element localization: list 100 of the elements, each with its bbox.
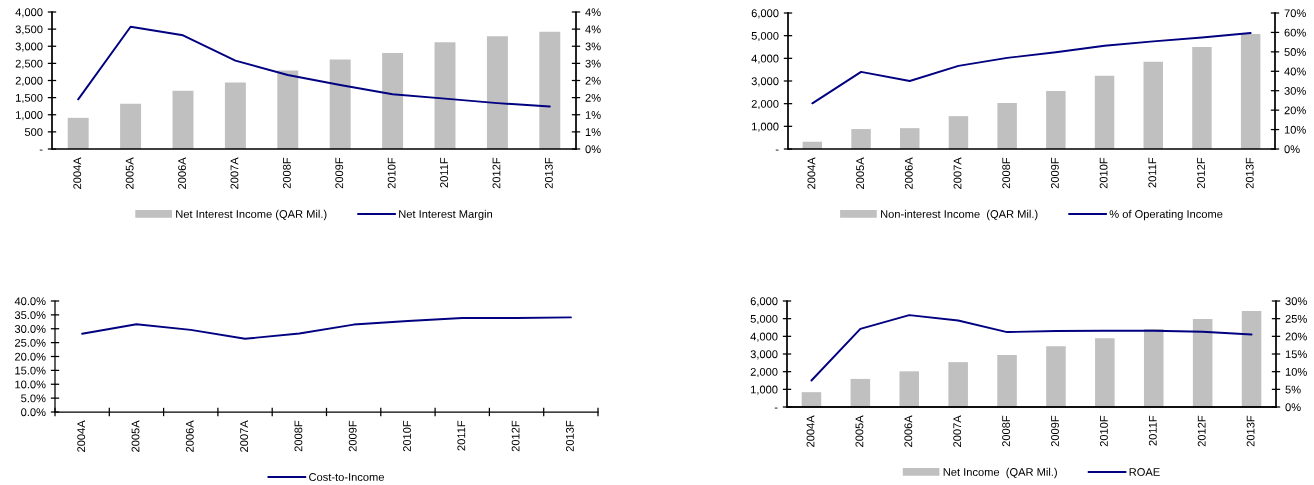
y-tick-label: - bbox=[39, 149, 43, 151]
x-tick-label: 2010F bbox=[1099, 157, 1108, 189]
bar bbox=[172, 90, 194, 149]
x-tick-label: 2009F bbox=[335, 157, 344, 189]
bar bbox=[1094, 75, 1115, 149]
x-tick-label: 2013F bbox=[544, 157, 553, 189]
legend-label: Cost-to-Income bbox=[309, 473, 384, 481]
x-tick-label: 2005A bbox=[855, 415, 864, 447]
line-series bbox=[77, 25, 551, 108]
x-tick-label: 2009F bbox=[1050, 157, 1059, 189]
y-tick-label: 2,500 bbox=[15, 59, 43, 69]
y-tick-label: 2,000 bbox=[15, 76, 43, 86]
bar bbox=[1143, 61, 1163, 149]
x-tick-label: 2011F bbox=[1148, 415, 1157, 446]
x-tick-label: 2007A bbox=[240, 420, 249, 452]
bar bbox=[948, 362, 968, 407]
y2-tick-label: 20% bbox=[1285, 332, 1307, 341]
y-tick-label: - bbox=[774, 407, 778, 409]
legend-label: Net Income (QAR Mil.) bbox=[943, 467, 1057, 479]
bar bbox=[539, 31, 561, 149]
bar bbox=[277, 70, 299, 149]
x-tick-label: 2005A bbox=[131, 420, 140, 452]
x-tick-label: 2009F bbox=[348, 420, 357, 452]
y-tick-label: 6,000 bbox=[751, 9, 779, 19]
y-tick-label: 5.0% bbox=[21, 394, 46, 403]
y-tick-label: 35.0% bbox=[14, 311, 46, 320]
y-tick-label: 5,000 bbox=[751, 31, 779, 42]
x-tick-label: 2008F bbox=[1002, 157, 1011, 189]
bar bbox=[67, 117, 89, 149]
y-tick-label: - bbox=[775, 149, 779, 151]
x-tick-label: 2005A bbox=[856, 157, 865, 189]
y-tick-label: 15.0% bbox=[15, 366, 46, 375]
x-tick-label: 2006A bbox=[904, 415, 913, 447]
bar bbox=[120, 103, 142, 149]
bar bbox=[1046, 346, 1066, 407]
x-tick-label: 2004A bbox=[806, 415, 815, 447]
x-tick-label: 2013F bbox=[1246, 415, 1255, 447]
y-tick-label: 3,500 bbox=[15, 25, 43, 35]
bar bbox=[1046, 90, 1066, 149]
y2-tick-label: 4% bbox=[585, 25, 601, 34]
y2-tick-label: 40% bbox=[1284, 67, 1306, 76]
bar bbox=[997, 102, 1017, 149]
bar bbox=[1143, 328, 1164, 407]
bar bbox=[1192, 47, 1212, 149]
bar bbox=[224, 82, 246, 149]
x-tick-label: 2011F bbox=[1148, 157, 1157, 188]
line-series bbox=[811, 32, 1252, 105]
y2-tick-label: 15% bbox=[1285, 350, 1307, 359]
y-tick-label: 0.0% bbox=[21, 408, 46, 417]
y2-tick-label: 10% bbox=[1285, 367, 1307, 376]
x-tick-label: 2012F bbox=[1197, 415, 1206, 447]
y2-tick-label: 60% bbox=[1284, 28, 1306, 37]
bar bbox=[850, 378, 871, 407]
y-tick-label: 10.0% bbox=[15, 380, 46, 389]
y-tick-label: 20.0% bbox=[15, 352, 46, 361]
y-tick-label: 4,000 bbox=[15, 8, 43, 18]
legend-label: ROAE bbox=[1129, 468, 1160, 476]
x-tick-label: 2011F bbox=[457, 420, 466, 451]
y-tick-label: 1,000 bbox=[752, 122, 779, 132]
y2-tick-label: 2% bbox=[585, 93, 601, 102]
y2-tick-label: 1% bbox=[585, 111, 601, 119]
y2-tick-label: 30% bbox=[1285, 297, 1307, 306]
y-tick-label: 5,000 bbox=[750, 314, 778, 325]
y2-tick-label: 0% bbox=[1284, 145, 1300, 154]
line-series bbox=[810, 314, 1253, 382]
bar bbox=[899, 371, 920, 407]
x-tick-label: 2010F bbox=[387, 157, 396, 189]
x-tick-label: 2006A bbox=[178, 157, 186, 189]
y2-tick-label: 25% bbox=[1285, 314, 1307, 323]
x-tick-label: 2004A bbox=[73, 157, 82, 189]
legend-label: Non-interest Income (QAR Mil.) bbox=[881, 209, 1038, 221]
y-tick-label: 3,000 bbox=[751, 77, 779, 87]
y-tick-label: 500 bbox=[24, 128, 43, 137]
y2-tick-label: 50% bbox=[1284, 48, 1306, 56]
bar bbox=[329, 59, 351, 149]
x-tick-label: 2013F bbox=[1245, 157, 1254, 189]
x-tick-label: 2007A bbox=[230, 157, 239, 189]
x-tick-label: 2009F bbox=[1051, 415, 1059, 447]
bar bbox=[851, 129, 871, 149]
y2-tick-label: 70% bbox=[1284, 9, 1306, 18]
y2-tick-label: 0% bbox=[1285, 403, 1301, 412]
y-tick-label: 1,000 bbox=[751, 385, 778, 395]
x-tick-label: 2008F bbox=[1002, 415, 1011, 447]
y-tick-label: 6,000 bbox=[750, 297, 778, 307]
y-tick-label: 3,000 bbox=[750, 350, 778, 360]
x-tick-label: 2004A bbox=[77, 420, 86, 452]
y2-tick-label: 10% bbox=[1284, 125, 1306, 134]
x-tick-label: 2006A bbox=[185, 420, 194, 452]
y2-tick-label: 4% bbox=[585, 8, 601, 17]
x-tick-label: 2010F bbox=[403, 420, 411, 452]
line-series bbox=[81, 316, 572, 340]
x-tick-label: 2007A bbox=[953, 415, 962, 447]
legend-label: Net Interest Margin bbox=[399, 209, 493, 221]
x-tick-label: 2007A bbox=[953, 157, 962, 189]
y-tick-label: 1,000 bbox=[16, 111, 43, 121]
x-tick-label: 2012F bbox=[492, 157, 501, 189]
x-tick-label: 2012F bbox=[511, 420, 520, 452]
x-tick-label: 2008F bbox=[282, 157, 291, 189]
x-tick-label: 2011F bbox=[440, 157, 448, 188]
bar bbox=[1241, 311, 1262, 407]
